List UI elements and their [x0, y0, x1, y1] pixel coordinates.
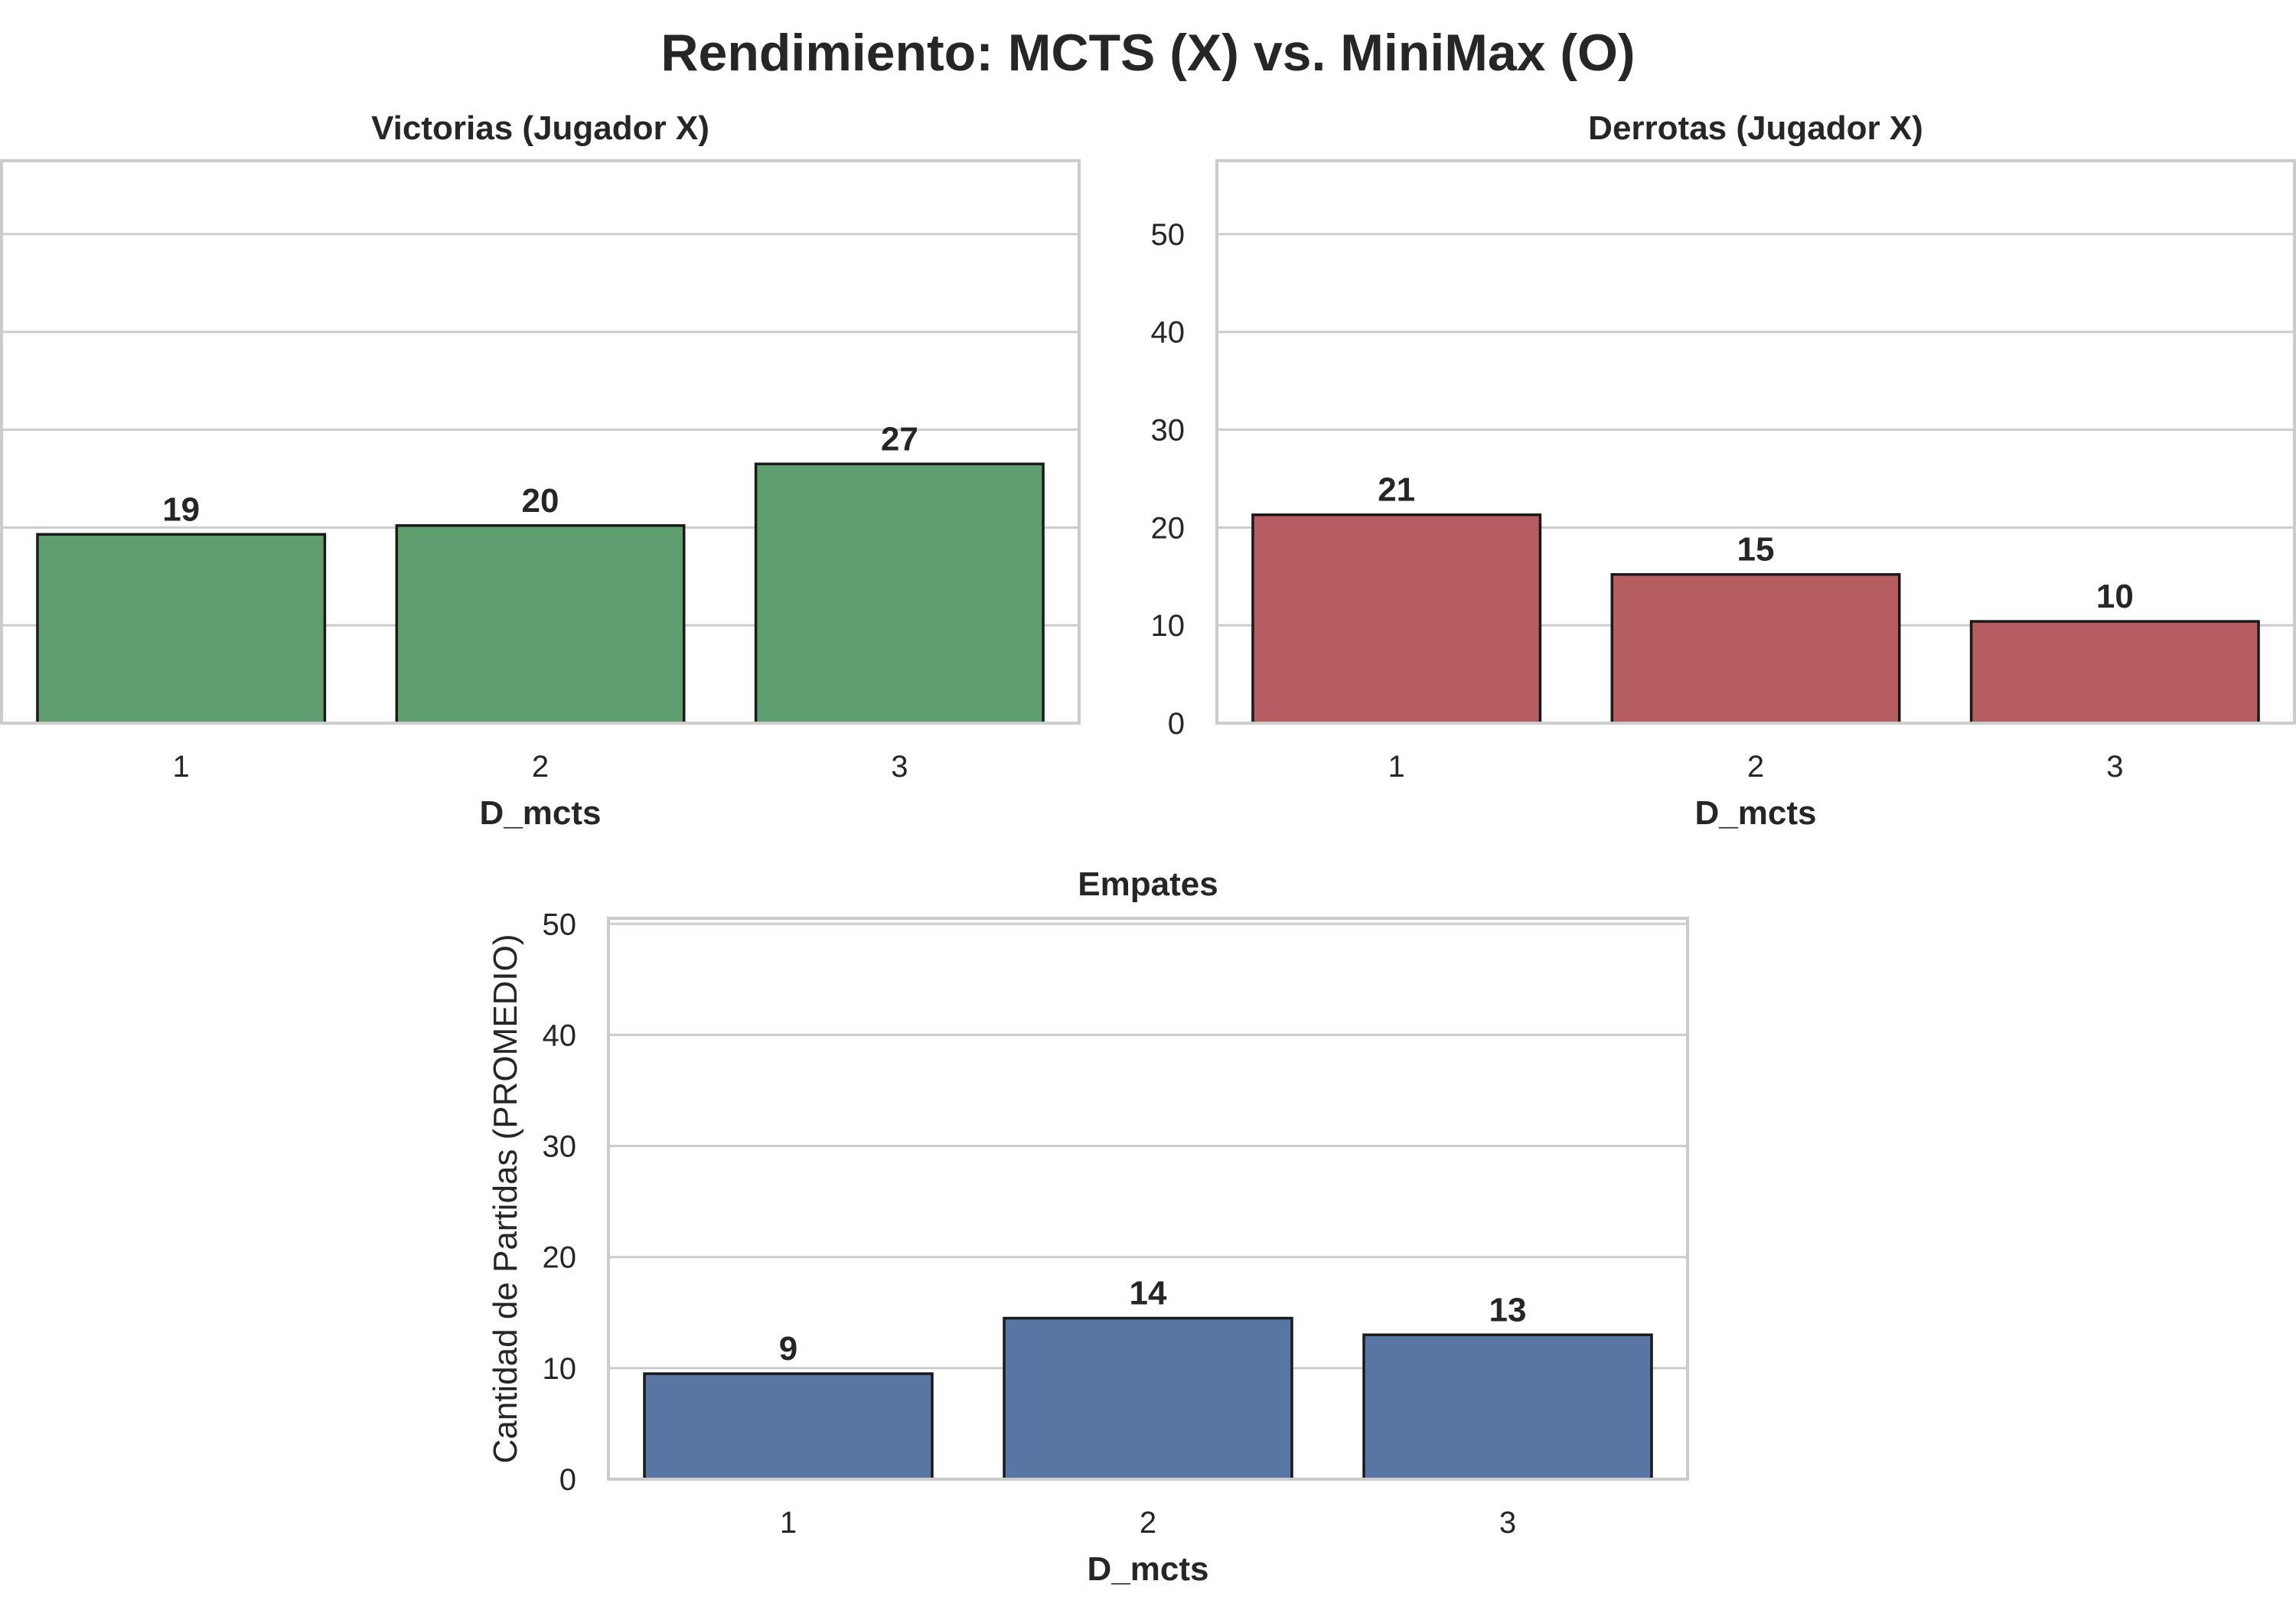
y-tick-label: 0: [559, 1463, 576, 1497]
x-tick-label: 2: [532, 750, 549, 784]
y-tick-label: 40: [1151, 316, 1186, 350]
bar-value-label: 20: [522, 482, 559, 520]
bar: [1362, 1333, 1653, 1481]
bar: [1251, 513, 1542, 725]
y-tick-label: 30: [1151, 414, 1186, 448]
x-tick-label: 3: [891, 750, 908, 784]
y-tick-label: 50: [543, 908, 577, 941]
axes-frame: [0, 159, 1081, 725]
x-tick-label: 2: [1140, 1506, 1156, 1540]
x-tick-label: 1: [173, 750, 190, 784]
bar-value-label: 27: [881, 420, 918, 458]
y-tick-label: 20: [543, 1241, 577, 1275]
panel-title: Derrotas (Jugador X): [1588, 109, 1923, 147]
bar: [1969, 620, 2260, 725]
chart-empates: Empates 0 10 20 30 40 50 9 1 14 2 13 3 D_mcts Cantidad…: [487, 865, 1689, 1588]
bar: [643, 1372, 934, 1481]
x-axis-label: D_mcts: [1088, 1550, 1209, 1588]
panel-title: Victorias (Jugador X): [371, 109, 709, 147]
bar-value-label: 21: [1378, 471, 1415, 509]
x-tick-label: 1: [780, 1506, 797, 1540]
axes-frame: [1215, 159, 2296, 725]
x-tick-label: 1: [1388, 750, 1405, 784]
y-axis-label: Cantidad de Partidas (PROMEDIO): [487, 934, 524, 1463]
bar: [1610, 572, 1901, 725]
bar: [1003, 1316, 1293, 1481]
y-tick-label: 20: [1151, 511, 1186, 545]
bar: [754, 462, 1045, 725]
bar-value-label: 13: [1489, 1291, 1527, 1328]
chart-victorias: Victorias (Jugador X) 19 1 20 2 27 3 D_mcts: [0, 109, 1081, 832]
x-tick-label: 3: [1499, 1506, 1516, 1540]
x-axis-label: D_mcts: [1695, 794, 1817, 832]
bar: [395, 524, 686, 725]
axes-frame: [607, 917, 1689, 1481]
y-tick-label: 40: [543, 1019, 577, 1052]
panel-title: Empates: [1078, 865, 1218, 903]
x-tick-label: 3: [2106, 750, 2123, 784]
y-tick-label: 30: [543, 1130, 577, 1164]
bar-value-label: 19: [162, 491, 200, 528]
bar-value-label: 14: [1130, 1275, 1167, 1312]
chart-derrotas: Derrotas (Jugador X) 0 10 20 30 40 50 21 1 15 2 10 3…: [1151, 109, 2296, 832]
figure-title: Rendimiento: MCTS (X) vs. MiniMax (O): [660, 24, 1635, 82]
bar-value-label: 9: [779, 1330, 797, 1367]
y-tick-label: 50: [1151, 218, 1186, 252]
y-tick-label: 10: [543, 1352, 577, 1386]
y-tick-label: 10: [1151, 609, 1186, 643]
bar: [36, 533, 327, 725]
y-tick-label: 0: [1168, 707, 1185, 741]
bar-value-label: 15: [1737, 531, 1775, 569]
x-axis-label: D_mcts: [480, 794, 602, 832]
x-tick-label: 2: [1747, 750, 1764, 784]
bar-value-label: 10: [2096, 578, 2134, 615]
